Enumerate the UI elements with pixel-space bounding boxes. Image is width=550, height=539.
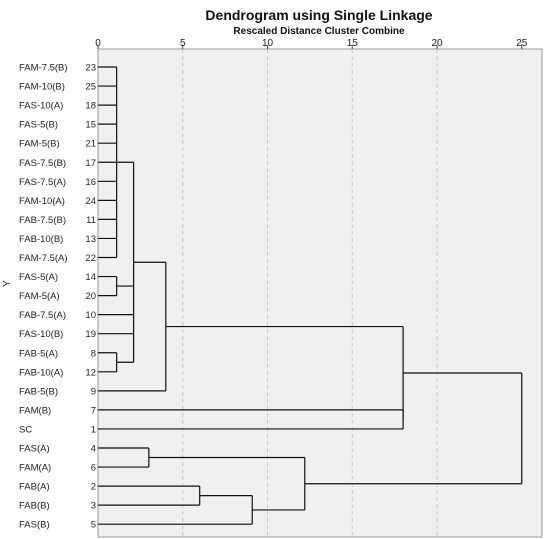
- leaf-id: 14: [85, 272, 96, 283]
- x-tick-label: 0: [95, 38, 101, 49]
- leaf-label: FAB-10(B): [19, 234, 63, 245]
- leaf-label: FAM-7.5(B): [19, 63, 68, 74]
- leaf-label: FAS(A): [19, 444, 50, 455]
- leaf-id: 22: [85, 253, 96, 264]
- leaf-id: 2: [91, 482, 96, 493]
- leaf-id: 5: [91, 520, 96, 531]
- leaf-label: FAB(B): [19, 501, 50, 512]
- leaf-label: FAS-5(B): [19, 120, 58, 131]
- leaf-label: FAM(A): [19, 463, 51, 474]
- leaf-label: FAM-5(A): [19, 291, 60, 302]
- x-tick-label: 5: [180, 38, 186, 49]
- leaf-label: FAM-10(A): [19, 196, 65, 207]
- leaf-label: FAS-7.5(A): [19, 177, 66, 188]
- leaf-label: FAB-5(B): [19, 386, 58, 397]
- leaf-label: SC: [19, 424, 32, 435]
- leaf-label: FAS-10(B): [19, 329, 63, 340]
- leaf-label: FAS-10(A): [19, 101, 63, 112]
- plot-area: [97, 48, 543, 538]
- leaf-label: FAM-5(B): [19, 139, 60, 150]
- leaf-id: 3: [91, 501, 96, 512]
- leaf-label: FAM-7.5(A): [19, 253, 68, 264]
- leaf-id: 18: [85, 101, 96, 112]
- leaf-id: 8: [91, 348, 96, 359]
- leaf-label: FAB-7.5(A): [19, 310, 66, 321]
- leaf-id: 20: [85, 291, 96, 302]
- leaf-label: FAM-10(B): [19, 82, 65, 93]
- leaf-id: 12: [85, 367, 96, 378]
- leaf-id: 17: [85, 158, 96, 169]
- leaf-id: 21: [85, 139, 96, 150]
- leaf-id: 10: [85, 310, 96, 321]
- leaf-id: 13: [85, 234, 96, 245]
- leaf-label: FAB-10(A): [19, 367, 63, 378]
- leaf-id: 25: [85, 82, 96, 93]
- leaf-id: 15: [85, 120, 96, 131]
- leaf-id: 4: [91, 444, 96, 455]
- leaf-id: 19: [85, 329, 96, 340]
- x-axis-label: Rescaled Distance Cluster Combine: [233, 26, 405, 37]
- leaf-label: FAS-7.5(B): [19, 158, 66, 169]
- x-tick-label: 15: [347, 38, 359, 49]
- chart-title: Dendrogram using Single Linkage: [205, 7, 433, 23]
- leaf-id: 23: [85, 63, 96, 74]
- x-tick-label: 10: [262, 38, 274, 49]
- leaf-id: 1: [91, 424, 96, 435]
- leaf-id: 11: [86, 215, 96, 226]
- leaf-id: 6: [91, 463, 96, 474]
- leaf-label: FAM(B): [19, 405, 51, 416]
- leaf-id: 24: [85, 196, 96, 207]
- leaf-label: FAS(B): [19, 520, 50, 531]
- leaf-id: 9: [91, 386, 96, 397]
- leaf-id: 16: [85, 177, 96, 188]
- leaf-id: 7: [91, 405, 96, 416]
- leaf-label: FAB-7.5(B): [19, 215, 66, 226]
- leaf-label: FAB(A): [19, 482, 50, 493]
- leaf-label: FAB-5(A): [19, 348, 58, 359]
- leaf-label: FAS-5(A): [19, 272, 58, 283]
- x-tick-label: 25: [516, 38, 528, 49]
- x-tick-label: 20: [431, 38, 443, 49]
